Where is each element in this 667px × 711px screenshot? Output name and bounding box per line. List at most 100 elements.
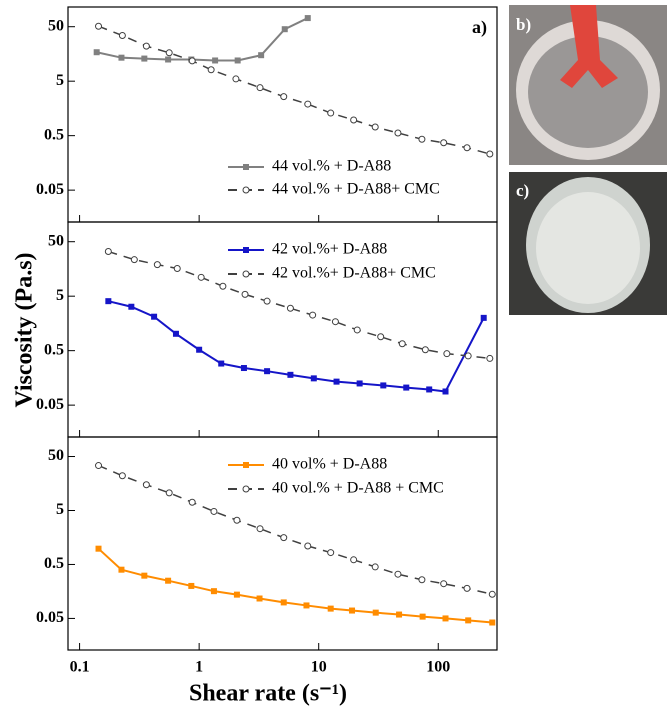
x-tick-label: 100 (426, 659, 450, 676)
y-tick-label: 50 (48, 232, 64, 249)
legend-label: 44 vol.% + D-A88+ CMC (272, 181, 440, 198)
marker (394, 129, 402, 137)
marker (93, 49, 100, 56)
marker (141, 572, 148, 579)
legend-entry: 40 vol.% + D-A88 + CMC (228, 480, 444, 497)
series-line (96, 17, 309, 62)
marker (463, 144, 471, 152)
marker (486, 150, 494, 158)
marker (256, 525, 264, 533)
y-tick-label: 5 (56, 287, 64, 304)
marker (173, 265, 181, 273)
marker (95, 462, 103, 470)
marker (142, 42, 150, 50)
marker (486, 354, 494, 362)
marker (426, 386, 433, 393)
marker (210, 588, 217, 595)
marker (210, 507, 218, 515)
marker (218, 360, 225, 367)
marker (197, 273, 205, 281)
marker (118, 54, 125, 61)
marker (241, 290, 249, 298)
marker (165, 489, 173, 497)
marker (130, 256, 138, 264)
marker (350, 116, 358, 124)
y-tick-label: 0.05 (36, 609, 64, 626)
marker (141, 55, 148, 62)
y-tick-label: 0.05 (36, 396, 64, 413)
y-tick-label: 0.5 (44, 341, 64, 358)
series-line (97, 547, 493, 624)
marker (327, 109, 335, 117)
marker (219, 282, 227, 290)
marker (243, 462, 249, 468)
paste (528, 36, 648, 148)
y-tick-label: 0.5 (44, 126, 64, 143)
series-line (98, 464, 493, 596)
marker (287, 371, 294, 378)
legend-entry: 42 vol.%+ D-A88 (228, 241, 387, 258)
marker (165, 56, 172, 63)
image-label: b) (516, 15, 531, 34)
legend-label: 44 vol.% + D-A88 (272, 158, 391, 175)
marker (440, 139, 448, 147)
marker (188, 498, 196, 506)
marker (371, 563, 379, 571)
marker (280, 534, 288, 542)
marker (464, 352, 472, 360)
marker (207, 66, 215, 74)
marker (263, 297, 271, 305)
marker (286, 304, 294, 312)
marker (242, 485, 250, 493)
marker (443, 350, 451, 358)
series-line (98, 25, 491, 155)
marker (398, 340, 406, 348)
marker (264, 368, 271, 375)
marker (333, 378, 340, 385)
marker (95, 22, 103, 30)
marker (418, 135, 426, 143)
marker (304, 100, 312, 108)
marker (233, 516, 241, 524)
panel-label: a) (472, 17, 487, 38)
marker (309, 311, 317, 319)
marker (233, 591, 240, 598)
marker (242, 270, 250, 278)
panel: 0.05 0.5 5 50 0.1 1 10 100 40 vol% + D-A88 40 vol… (36, 436, 498, 676)
legend-entry: 44 vol.% + D-A88+ CMC (228, 181, 440, 198)
marker (403, 384, 410, 391)
marker (151, 313, 158, 320)
marker (356, 380, 363, 387)
legend-entry: 40 vol% + D-A88 (228, 456, 387, 473)
panel: 0.05 0.5 5 50 44 vol.% + D-A88 44 vol.% + D-A… (36, 6, 498, 223)
spatula (560, 5, 618, 88)
marker (418, 576, 426, 584)
marker (104, 248, 112, 256)
x-tick-label: 0.1 (70, 659, 90, 676)
marker (188, 582, 195, 589)
marker (304, 542, 312, 550)
legend-entry: 42 vol.%+ D-A88+ CMC (228, 265, 436, 282)
marker (372, 609, 379, 616)
marker (349, 607, 356, 614)
marker (153, 261, 161, 269)
marker (212, 57, 219, 64)
plot-frame (67, 436, 498, 651)
series-line (108, 300, 485, 393)
marker (256, 84, 264, 92)
legend-label: 42 vol.%+ D-A88 (272, 241, 387, 258)
marker (489, 619, 496, 626)
legend-label: 40 vol% + D-A88 (272, 456, 387, 473)
legend-entry: 44 vol.% + D-A88 (228, 158, 391, 175)
marker (421, 346, 429, 354)
marker (234, 57, 241, 64)
marker (240, 365, 247, 372)
marker (463, 584, 471, 592)
marker (196, 346, 203, 353)
legend-label: 40 vol.% + D-A88 + CMC (272, 480, 444, 497)
marker (419, 613, 426, 620)
image-label: c) (516, 181, 529, 200)
y-tick-label: 5 (56, 501, 64, 518)
panel: 0.05 0.5 5 50 42 vol.%+ D-A88 42 vol.%+ D-A88… (36, 221, 498, 438)
